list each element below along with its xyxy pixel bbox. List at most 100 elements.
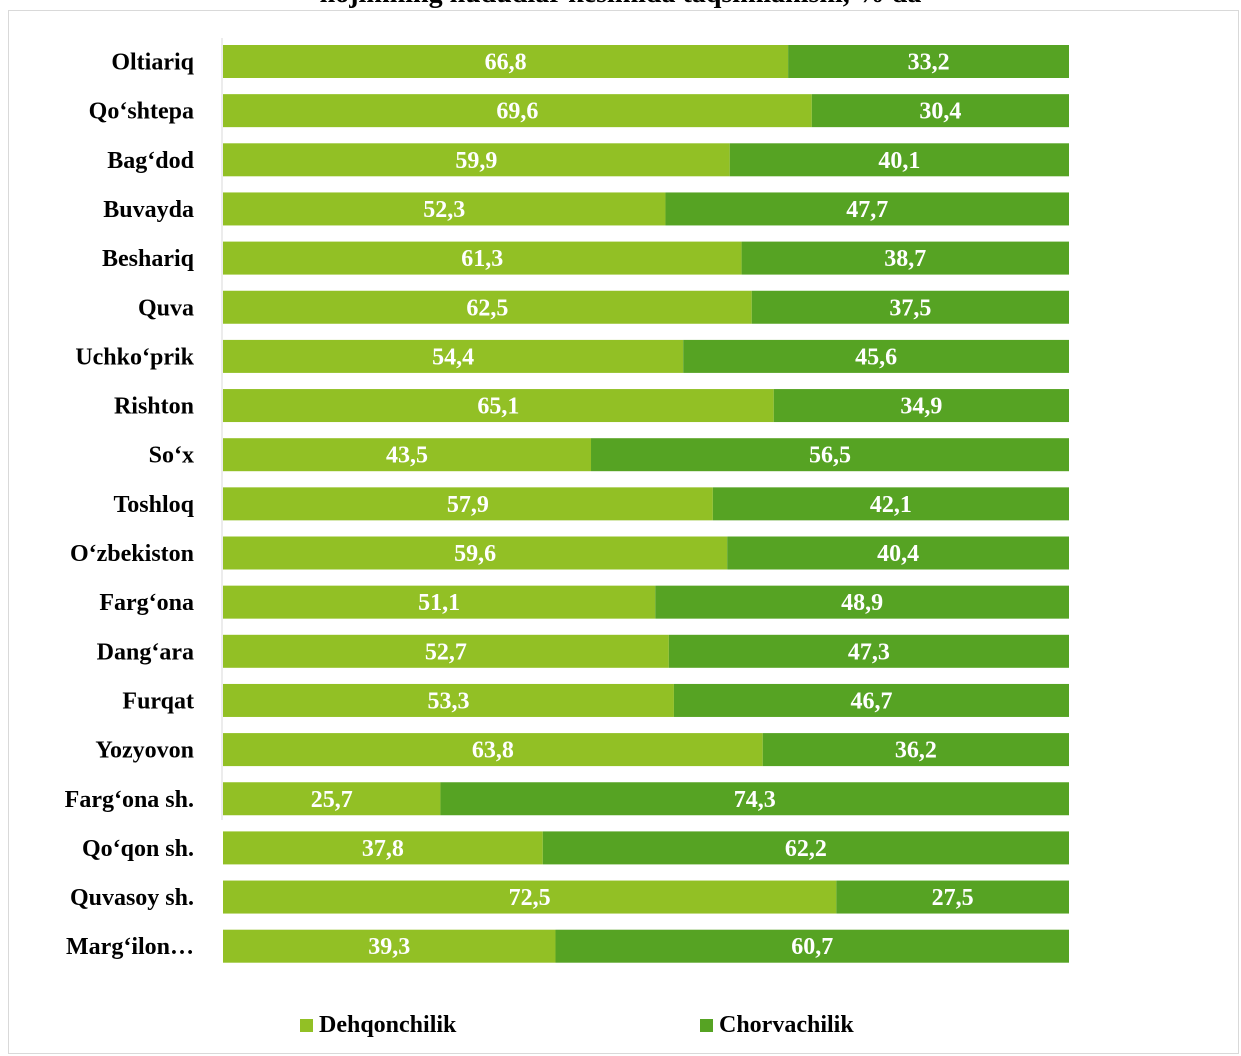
bar-dehqonchilik bbox=[223, 683, 674, 717]
category-label: Quvasoy sh. bbox=[70, 885, 194, 911]
data-label: 40,1 bbox=[878, 148, 920, 174]
category-label: So‘x bbox=[149, 443, 194, 469]
category-label: Yozyovon bbox=[95, 738, 194, 764]
bar-dehqonchilik bbox=[223, 94, 812, 128]
data-label: 65,1 bbox=[477, 394, 519, 420]
data-label: 27,5 bbox=[932, 885, 974, 911]
data-label: 59,6 bbox=[454, 541, 496, 567]
category-label: Dang‘ara bbox=[97, 639, 194, 665]
data-label: 56,5 bbox=[809, 443, 851, 469]
data-label: 43,5 bbox=[386, 443, 428, 469]
bar-chorvachilik bbox=[665, 192, 1069, 226]
bar-dehqonchilik bbox=[223, 241, 742, 275]
data-label: 69,6 bbox=[496, 99, 538, 125]
data-label: 30,4 bbox=[919, 99, 961, 125]
bar-dehqonchilik bbox=[223, 880, 837, 914]
legend-label-dehqonchilik: Dehqonchilik bbox=[319, 1012, 457, 1038]
bar-chorvachilik bbox=[542, 831, 1069, 865]
bar-chorvachilik bbox=[440, 782, 1069, 816]
data-label: 62,5 bbox=[466, 295, 508, 321]
category-label: Uchko‘prik bbox=[75, 344, 194, 370]
category-label: Beshariq bbox=[102, 246, 195, 272]
data-label: 62,2 bbox=[785, 836, 827, 862]
bar-chorvachilik bbox=[727, 536, 1069, 570]
bar-dehqonchilik bbox=[223, 831, 543, 865]
bar-chorvachilik bbox=[668, 634, 1069, 668]
data-label: 37,8 bbox=[362, 836, 404, 862]
data-label: 47,3 bbox=[848, 639, 890, 665]
bar-dehqonchilik bbox=[223, 45, 789, 78]
bar-chorvachilik bbox=[712, 487, 1069, 521]
category-label: Marg‘ilon… bbox=[66, 934, 194, 960]
data-label: 33,2 bbox=[908, 50, 950, 76]
data-label: 53,3 bbox=[427, 688, 469, 714]
bar-chorvachilik bbox=[762, 733, 1069, 767]
data-label: 36,2 bbox=[895, 738, 937, 764]
data-label: 25,7 bbox=[311, 787, 353, 813]
bar-dehqonchilik bbox=[223, 585, 656, 619]
bar-dehqonchilik bbox=[223, 438, 592, 472]
data-label: 61,3 bbox=[461, 246, 503, 272]
legend: Dehqonchilik Chorvachilik bbox=[0, 1012, 1241, 1052]
bar-dehqonchilik bbox=[223, 290, 752, 324]
category-label: Oltiariq bbox=[111, 50, 194, 76]
data-label: 38,7 bbox=[884, 246, 926, 272]
data-label: 48,9 bbox=[841, 590, 883, 616]
data-label: 59,9 bbox=[455, 148, 497, 174]
data-label: 74,3 bbox=[734, 787, 776, 813]
legend-label-chorvachilik: Chorvachilik bbox=[719, 1012, 854, 1038]
data-label: 51,1 bbox=[418, 590, 460, 616]
bar-dehqonchilik bbox=[223, 487, 713, 521]
bar-dehqonchilik bbox=[223, 536, 728, 570]
bar-dehqonchilik bbox=[223, 143, 730, 177]
category-label: Qo‘qon sh. bbox=[82, 836, 194, 862]
data-label: 60,7 bbox=[791, 934, 833, 960]
bar-dehqonchilik bbox=[223, 782, 441, 816]
category-label: Bag‘dod bbox=[107, 148, 194, 174]
category-label: Buvayda bbox=[103, 197, 194, 223]
category-label: Farg‘ona sh. bbox=[65, 787, 194, 813]
bars-group: Oltiariq 66,8 33,2 Qo‘shtepa 69,6 30,4 Bag‘dod… bbox=[65, 45, 1069, 963]
bar-chorvachilik bbox=[673, 683, 1069, 717]
bar-chorvachilik bbox=[555, 929, 1069, 963]
category-label: Toshloq bbox=[113, 492, 194, 518]
legend-item-chorvachilik: Chorvachilik bbox=[700, 1012, 854, 1039]
data-label: 39,3 bbox=[368, 934, 410, 960]
data-label: 42,1 bbox=[870, 492, 912, 518]
bar-dehqonchilik bbox=[223, 389, 774, 423]
legend-item-dehqonchilik: Dehqonchilik bbox=[300, 1012, 456, 1039]
bar-dehqonchilik bbox=[223, 733, 763, 767]
category-label: Farg‘ona bbox=[99, 590, 194, 616]
legend-swatch-dehqonchilik bbox=[300, 1019, 313, 1032]
legend-swatch-chorvachilik bbox=[700, 1019, 713, 1032]
bar-chorvachilik bbox=[788, 45, 1069, 78]
bar-dehqonchilik bbox=[223, 929, 556, 963]
data-label: 37,5 bbox=[889, 295, 931, 321]
category-label: Qo‘shtepa bbox=[89, 99, 194, 125]
data-label: 34,9 bbox=[900, 394, 942, 420]
category-label: Furqat bbox=[122, 688, 194, 714]
category-label: Quva bbox=[138, 295, 194, 321]
bar-chorvachilik bbox=[741, 241, 1069, 275]
data-label: 52,3 bbox=[423, 197, 465, 223]
bar-chorvachilik bbox=[729, 143, 1069, 177]
data-label: 45,6 bbox=[855, 344, 897, 370]
bar-dehqonchilik bbox=[223, 192, 666, 226]
bar-dehqonchilik bbox=[223, 634, 669, 668]
data-label: 40,4 bbox=[877, 541, 919, 567]
data-label: 46,7 bbox=[850, 688, 892, 714]
bar-chorvachilik bbox=[836, 880, 1069, 914]
data-label: 72,5 bbox=[509, 885, 551, 911]
bar-chorvachilik bbox=[655, 585, 1069, 619]
bar-chorvachilik bbox=[591, 438, 1069, 472]
data-label: 47,7 bbox=[846, 197, 888, 223]
stacked-bar-chart: Oltiariq 66,8 33,2 Qo‘shtepa 69,6 30,4 Bag‘dod… bbox=[65, 38, 1069, 963]
bar-chorvachilik bbox=[751, 290, 1069, 324]
chart-title: hojimning hududlar kesimida taqsimlanish… bbox=[0, 0, 1241, 10]
chart-frame bbox=[8, 10, 1239, 1054]
bar-chorvachilik bbox=[773, 389, 1069, 423]
data-label: 63,8 bbox=[472, 738, 514, 764]
data-label: 54,4 bbox=[432, 344, 474, 370]
data-label: 57,9 bbox=[447, 492, 489, 518]
category-label: O‘zbekiston bbox=[70, 541, 194, 567]
